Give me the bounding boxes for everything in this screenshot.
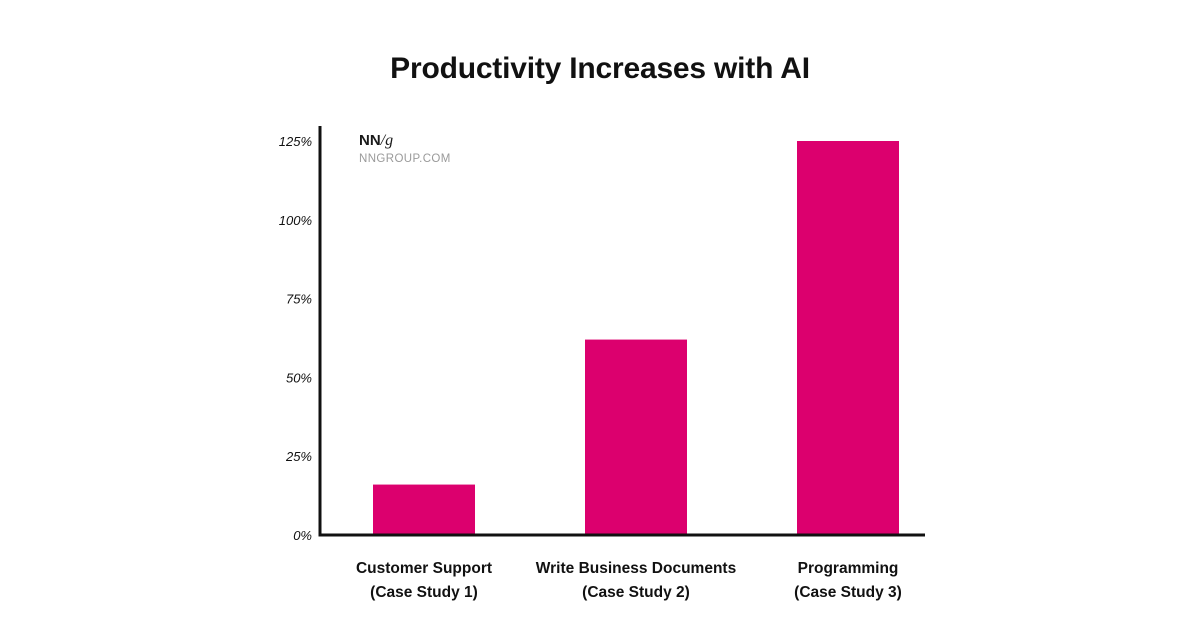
- bar: [585, 339, 687, 535]
- category-sublabel: (Case Study 1): [370, 584, 478, 601]
- bar: [797, 141, 899, 535]
- category-sublabel: (Case Study 3): [794, 584, 902, 601]
- y-tick-label: 75%: [286, 292, 312, 307]
- y-tick-label: 125%: [279, 134, 312, 149]
- nngroup-logo: NN/g NNGROUP.COM: [359, 132, 451, 165]
- y-tick-label: 100%: [279, 213, 312, 228]
- bar: [373, 484, 475, 535]
- y-tick-label: 25%: [285, 449, 312, 464]
- y-tick-label: 0%: [293, 528, 312, 543]
- logo-mark: NN/g: [359, 132, 393, 149]
- category-label: Customer Support: [356, 560, 492, 577]
- bars-layer: [373, 141, 899, 535]
- axes-layer: [318, 126, 925, 537]
- chart-title: Productivity Increases with AI: [390, 52, 810, 85]
- category-label: Programming: [798, 560, 899, 577]
- y-tick-label: 50%: [286, 370, 312, 385]
- category-sublabel: (Case Study 2): [582, 584, 690, 601]
- x-category-labels: Customer Support (Case Study 1) Write Busi…: [356, 560, 902, 601]
- y-tick-labels: 0% 25% 50% 75% 100% 125%: [279, 134, 312, 543]
- logo-mark-rest: /g: [380, 132, 393, 149]
- logo-url: NNGROUP.COM: [359, 153, 451, 165]
- logo-mark-bold: NN: [359, 132, 381, 149]
- category-label: Write Business Documents: [536, 560, 736, 577]
